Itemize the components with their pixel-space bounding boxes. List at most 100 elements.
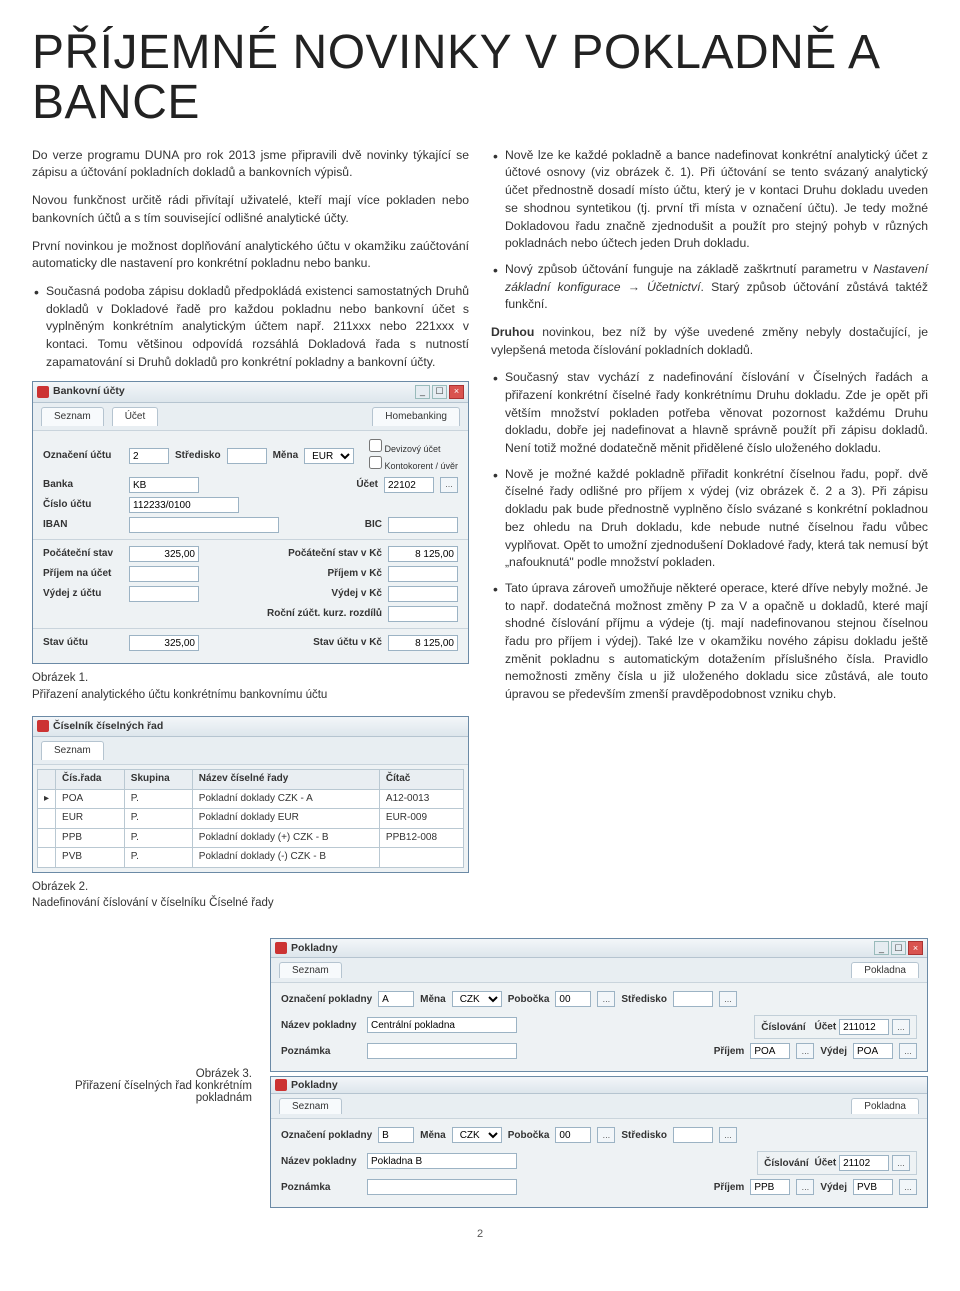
lookup-ucet[interactable]: …: [892, 1155, 910, 1171]
field-stavkc[interactable]: [388, 635, 458, 651]
fig3b-tab-seznam[interactable]: Seznam: [279, 1098, 342, 1114]
f3a-pozn[interactable]: [367, 1043, 517, 1059]
table-row[interactable]: ▸POAP.Pokladní doklady CZK - AA12-0013: [38, 789, 464, 809]
f3b-mena[interactable]: CZK: [452, 1127, 502, 1143]
fig3b-title: Pokladny: [291, 1079, 338, 1091]
field-prijem[interactable]: [129, 566, 199, 582]
lab-pozn: Poznámka: [281, 1046, 361, 1057]
field-banka[interactable]: [129, 477, 199, 493]
lab-nazev: Název pokladny: [281, 1020, 361, 1031]
f3a-pob[interactable]: [555, 991, 591, 1007]
lookup-prijem[interactable]: …: [796, 1043, 814, 1059]
right-c3: Tato úprava zároveň umožňuje některé ope…: [491, 580, 928, 704]
table-row[interactable]: PPBP.Pokladní doklady (+) CZK - BPPB12-0…: [38, 828, 464, 848]
f3b-pob[interactable]: [555, 1127, 591, 1143]
field-cislo[interactable]: [129, 497, 239, 513]
field-vydej[interactable]: [129, 586, 199, 602]
lookup-pob[interactable]: …: [597, 991, 615, 1007]
lookup-stred[interactable]: …: [719, 991, 737, 1007]
f3b-vydej[interactable]: [853, 1179, 893, 1195]
lab-banka: Banka: [43, 478, 123, 493]
f3a-mena[interactable]: CZK: [452, 991, 502, 1007]
lookup-ucet-p[interactable]: …: [892, 1019, 910, 1035]
lookup-vydej[interactable]: …: [899, 1179, 917, 1195]
table-row[interactable]: PVBP.Pokladní doklady (-) CZK - B: [38, 848, 464, 868]
f3a-nazev[interactable]: [367, 1017, 517, 1033]
lab-cislovani: Číslování: [761, 1022, 805, 1037]
field-mena[interactable]: EUR: [304, 448, 354, 464]
close-button[interactable]: ×: [908, 941, 923, 955]
f3a-ozn[interactable]: [378, 991, 414, 1007]
app-icon: [37, 386, 49, 398]
chk-dev[interactable]: [369, 439, 382, 452]
lab-ozn-p: Označení pokladny: [281, 994, 372, 1005]
lookup-ucet[interactable]: …: [440, 477, 458, 493]
lab-prijem: Příjem na účet: [43, 567, 123, 582]
lab-pocstav: Počáteční stav: [43, 547, 123, 562]
f3a-ucet[interactable]: [839, 1019, 889, 1035]
fig1-titlebar: Bankovní účty _ ☐ ×: [33, 382, 468, 402]
field-ucet[interactable]: [384, 477, 434, 493]
lab-rocni: Roční zúčt. kurz. rozdílů: [267, 607, 382, 622]
field-stred[interactable]: [227, 448, 267, 464]
lookup-prijem[interactable]: …: [796, 1179, 814, 1195]
fig1-screenshot: Bankovní účty _ ☐ × Seznam Účet Homebank…: [32, 381, 469, 664]
intro-p3: První novinkou je možnost doplňování ana…: [32, 238, 469, 273]
f3a-prijem[interactable]: [750, 1043, 790, 1059]
field-bic[interactable]: [388, 517, 458, 533]
minimize-button[interactable]: _: [415, 385, 430, 399]
fig3b-tab-pokl[interactable]: Pokladna: [851, 1098, 919, 1114]
f3a-stred[interactable]: [673, 991, 713, 1007]
field-rocni[interactable]: [388, 606, 458, 622]
app-icon: [275, 1079, 287, 1091]
fig2-title: Číselník číselných řad: [53, 719, 163, 734]
lookup-stred[interactable]: …: [719, 1127, 737, 1143]
f3b-prijem[interactable]: [750, 1179, 790, 1195]
lab-iban: IBAN: [43, 518, 123, 533]
f3b-ucet[interactable]: [839, 1155, 889, 1171]
lab-prijemkc: Příjem v Kč: [328, 567, 382, 582]
lab-stavkc: Stav účtu v Kč: [313, 636, 382, 651]
field-pocstavkc[interactable]: [388, 546, 458, 562]
lookup-vydej[interactable]: …: [899, 1043, 917, 1059]
close-button[interactable]: ×: [449, 385, 464, 399]
maximize-button[interactable]: ☐: [891, 941, 906, 955]
lookup-pob[interactable]: …: [597, 1127, 615, 1143]
f3b-ozn[interactable]: [378, 1127, 414, 1143]
right-c1: Současný stav vychází z nadefinování čís…: [491, 369, 928, 457]
lab-prij-p: Příjem: [714, 1046, 745, 1057]
field-ozn[interactable]: [129, 448, 169, 464]
fig3-tab-seznam[interactable]: Seznam: [279, 962, 342, 978]
field-stav[interactable]: [129, 635, 199, 651]
right-column: Nově lze ke každé pokladně a bance nadef…: [491, 147, 928, 924]
lab-mena: Měna: [273, 449, 299, 464]
field-iban[interactable]: [129, 517, 279, 533]
tab-homebanking[interactable]: Homebanking: [372, 407, 460, 427]
fig2-tab-seznam[interactable]: Seznam: [41, 741, 104, 761]
bottom-section: Obrázek 3. Přiřazení číselných řad konkr…: [32, 938, 928, 1212]
field-prijemkc[interactable]: [388, 566, 458, 582]
lab-pocstavkc: Počáteční stav v Kč: [288, 547, 382, 562]
lab-vydejkc: Výdej v Kč: [331, 587, 382, 602]
field-vydejkc[interactable]: [388, 586, 458, 602]
table-row[interactable]: EURP.Pokladní doklady EUREUR-009: [38, 809, 464, 829]
lab-stred-p: Středisko: [621, 994, 667, 1005]
lab-vyd-p: Výdej: [820, 1046, 847, 1057]
maximize-button[interactable]: ☐: [432, 385, 447, 399]
chk-konto[interactable]: [369, 456, 382, 469]
tab-seznam[interactable]: Seznam: [41, 407, 104, 427]
f3a-vydej[interactable]: [853, 1043, 893, 1059]
f3b-pozn[interactable]: [367, 1179, 517, 1195]
tab-ucet[interactable]: Účet: [112, 407, 159, 427]
minimize-button[interactable]: _: [874, 941, 889, 955]
f3b-stred[interactable]: [673, 1127, 713, 1143]
page-number: 2: [32, 1228, 928, 1240]
fig3-tab-pokl[interactable]: Pokladna: [851, 962, 919, 978]
f3b-nazev[interactable]: [367, 1153, 517, 1169]
fig3-title: Pokladny: [291, 942, 338, 954]
fig2-col1: Skupina: [124, 770, 192, 790]
lab-ucet: Účet: [356, 478, 378, 493]
field-pocstav[interactable]: [129, 546, 199, 562]
lab-bic: BIC: [365, 518, 382, 533]
fig3a-screenshot: Pokladny _ ☐ × Seznam Pokladna Označení …: [270, 938, 928, 1072]
